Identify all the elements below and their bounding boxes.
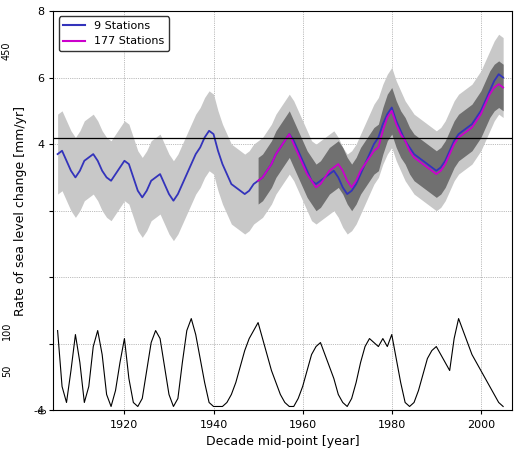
- Text: 50: 50: [2, 364, 12, 377]
- X-axis label: Decade mid-point [year]: Decade mid-point [year]: [206, 435, 360, 448]
- Legend: 9 Stations, 177 Stations: 9 Stations, 177 Stations: [59, 16, 169, 51]
- Y-axis label: Rate of sea level change [mm/yr]: Rate of sea level change [mm/yr]: [15, 106, 28, 316]
- Text: 450: 450: [2, 42, 12, 60]
- Text: 100: 100: [2, 321, 12, 340]
- Text: 0: 0: [38, 407, 49, 414]
